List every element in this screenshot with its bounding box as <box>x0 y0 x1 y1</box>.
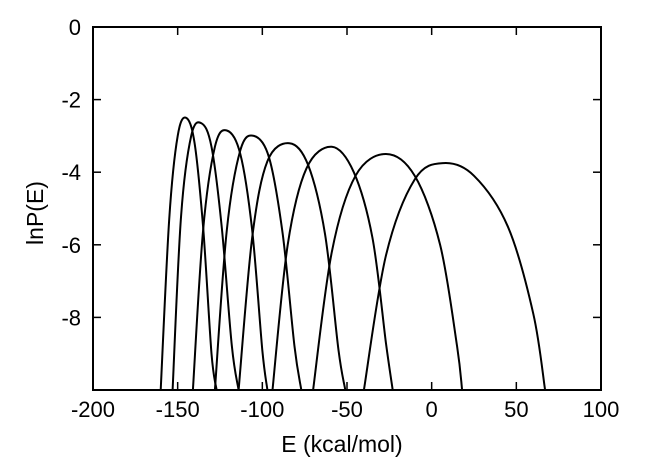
curve-4 <box>213 134 303 391</box>
curve-2 <box>171 121 240 391</box>
y-tick-label: -4 <box>61 160 81 185</box>
x-tick-label: 0 <box>426 397 438 422</box>
y-axis-label: lnP(E) <box>22 181 48 245</box>
curve-1 <box>159 116 218 391</box>
curves <box>159 116 547 391</box>
x-tick-label: -200 <box>71 397 115 422</box>
ticks <box>92 26 602 390</box>
curve-6 <box>271 145 394 391</box>
tick-labels: -200 -150 -100 -50 0 50 100 0 -2 -4 -6 -8 <box>61 15 619 422</box>
x-tick-label: 50 <box>504 397 528 422</box>
curve-5 <box>237 142 347 391</box>
y-tick-label: 0 <box>69 15 81 40</box>
x-tick-label: -100 <box>240 397 284 422</box>
curve-7 <box>312 153 464 391</box>
x-axis-label: E (kcal/mol) <box>281 431 402 457</box>
y-tick-label: -6 <box>61 233 81 258</box>
curve-8 <box>362 162 547 391</box>
x-tick-label: 100 <box>583 397 620 422</box>
x-tick-label: -50 <box>331 397 363 422</box>
x-tick-label: -150 <box>156 397 200 422</box>
curve-3 <box>191 129 269 391</box>
y-tick-label: -8 <box>61 305 81 330</box>
y-tick-label: -2 <box>61 88 81 113</box>
